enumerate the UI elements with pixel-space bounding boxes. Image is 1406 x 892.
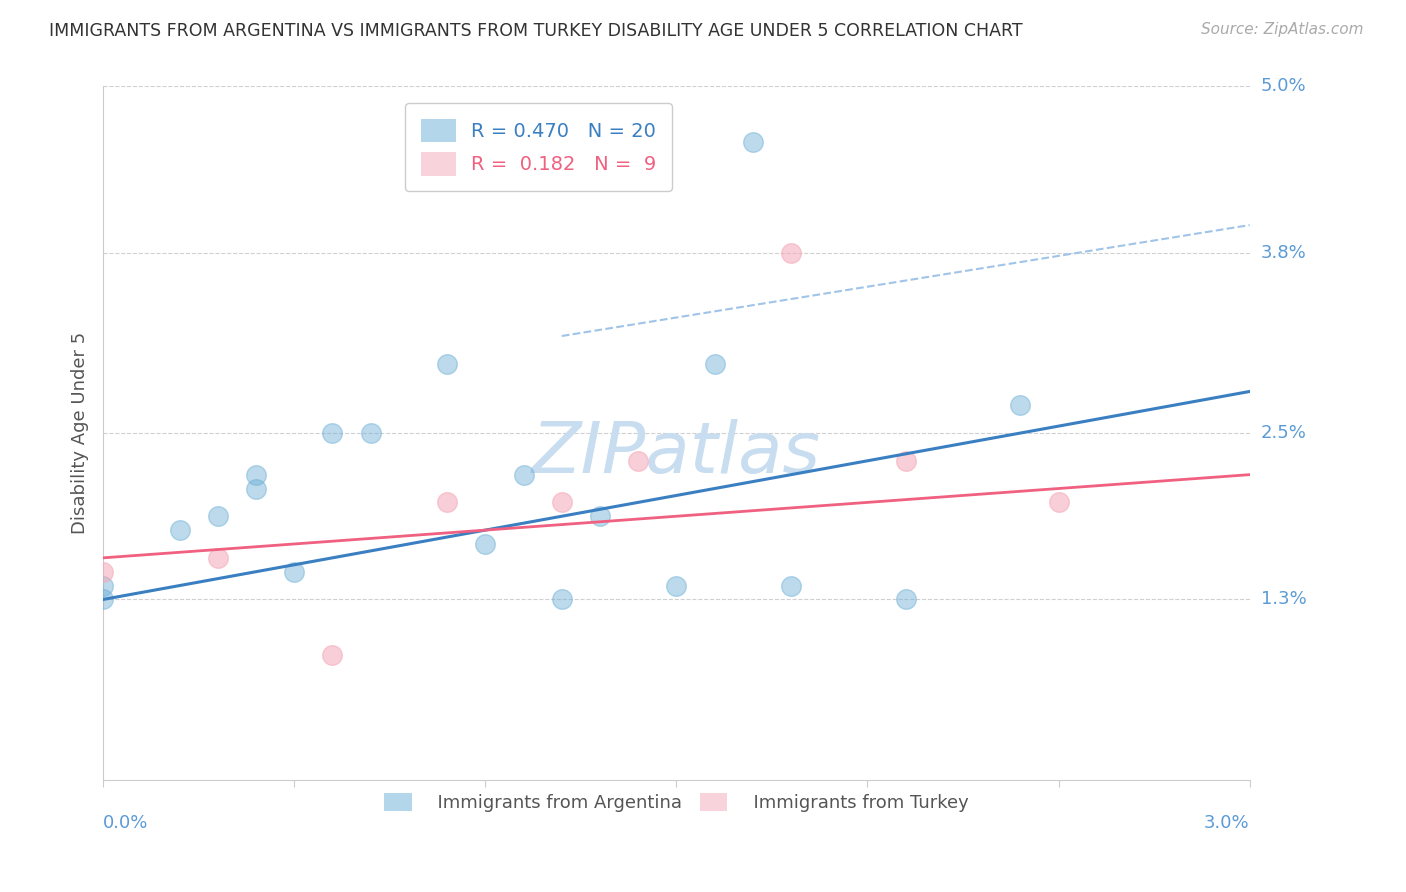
Point: [512, 467, 534, 482]
Point: [207, 509, 229, 524]
Text: 0.0%: 0.0%: [103, 814, 149, 832]
Point: [169, 523, 191, 537]
Text: 3.8%: 3.8%: [1261, 244, 1306, 262]
Point: [245, 467, 267, 482]
Point: [665, 578, 688, 592]
Point: [589, 509, 612, 524]
Point: [207, 550, 229, 565]
Point: [321, 425, 343, 440]
Point: [91, 565, 114, 579]
Text: 1.3%: 1.3%: [1261, 591, 1306, 608]
Text: Source: ZipAtlas.com: Source: ZipAtlas.com: [1201, 22, 1364, 37]
Point: [1047, 495, 1070, 509]
Text: ZIPatlas: ZIPatlas: [531, 419, 821, 488]
Point: [703, 357, 725, 371]
Point: [436, 495, 458, 509]
Point: [1010, 398, 1032, 412]
Point: [283, 565, 305, 579]
Point: [360, 425, 382, 440]
Point: [551, 592, 574, 607]
Point: [91, 592, 114, 607]
Point: [894, 592, 917, 607]
Point: [321, 648, 343, 662]
Point: [741, 135, 763, 149]
Point: [551, 495, 574, 509]
Point: [780, 578, 803, 592]
Point: [894, 454, 917, 468]
Text: IMMIGRANTS FROM ARGENTINA VS IMMIGRANTS FROM TURKEY DISABILITY AGE UNDER 5 CORRE: IMMIGRANTS FROM ARGENTINA VS IMMIGRANTS …: [49, 22, 1022, 40]
Point: [436, 357, 458, 371]
Legend: R = 0.470   N = 20, R =  0.182   N =  9: R = 0.470 N = 20, R = 0.182 N = 9: [405, 103, 672, 192]
Text: 3.0%: 3.0%: [1204, 814, 1250, 832]
Point: [627, 454, 650, 468]
Text: 2.5%: 2.5%: [1261, 424, 1306, 442]
Point: [474, 537, 496, 551]
Point: [91, 578, 114, 592]
Point: [245, 482, 267, 496]
Y-axis label: Disability Age Under 5: Disability Age Under 5: [72, 332, 89, 534]
Text: 5.0%: 5.0%: [1261, 78, 1306, 95]
Point: [780, 245, 803, 260]
